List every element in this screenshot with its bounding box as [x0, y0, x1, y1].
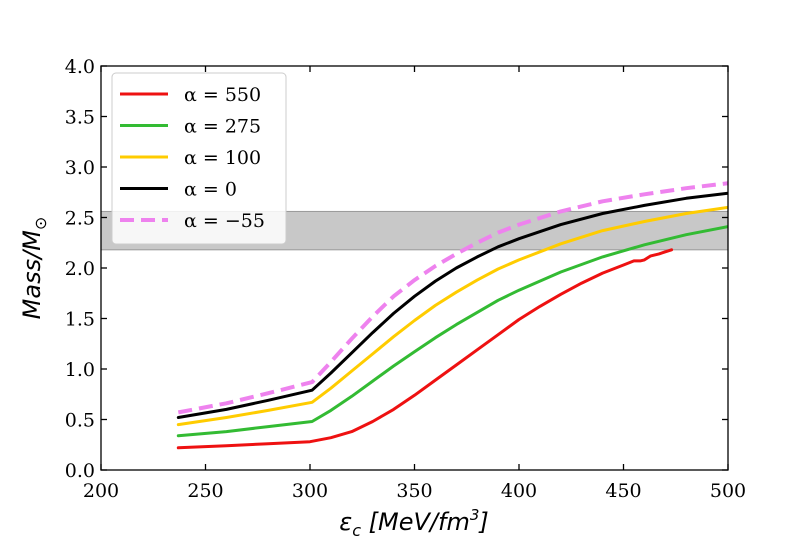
legend-label-4: α = −55 [184, 210, 265, 232]
y-tick-label: 1.5 [65, 309, 95, 331]
x-tick-label: 350 [396, 480, 432, 502]
y-tick-label: 2.5 [65, 208, 95, 230]
series-line-2 [176, 205, 728, 427]
legend-label-0: α = 550 [184, 84, 261, 106]
x-axis-label: εc [MeV/fm3] [339, 506, 489, 539]
series-line-4 [177, 181, 728, 415]
y-tick-label: 2.0 [65, 258, 95, 280]
x-tick-label: 250 [187, 480, 223, 502]
y-tick-label: 1.0 [65, 359, 95, 381]
y-tick-label: 3.0 [65, 157, 95, 179]
y-tick-label: 0.5 [65, 410, 95, 432]
y-axis-label: Mass/M⊙ [18, 217, 50, 320]
y-tick-label: 4.0 [65, 56, 95, 78]
legend: α = 550 α = 275 α = 100 α = 0 α = −55 [111, 72, 287, 245]
y-tick-label: 0.0 [65, 460, 95, 482]
x-tick-label: 450 [605, 480, 641, 502]
legend-label-1: α = 275 [184, 116, 261, 138]
legend-label-3: α = 0 [184, 179, 237, 201]
ticks-layer: 200 250 300 350 400 450 500 0.0 0.5 1.0 1.5 2.0 2.5 3… [65, 56, 746, 502]
series-layer [176, 181, 728, 450]
x-tick-label: 300 [292, 480, 328, 502]
series-line-3 [176, 191, 728, 419]
legend-label-2: α = 100 [184, 147, 261, 169]
x-tick-label: 400 [501, 480, 537, 502]
x-tick-label: 200 [83, 480, 119, 502]
series-line-0 [176, 248, 674, 450]
series-line-1 [176, 225, 728, 438]
legend-box [111, 72, 287, 245]
y-tick-label: 3.5 [65, 107, 95, 129]
x-tick-label: 500 [710, 480, 746, 502]
